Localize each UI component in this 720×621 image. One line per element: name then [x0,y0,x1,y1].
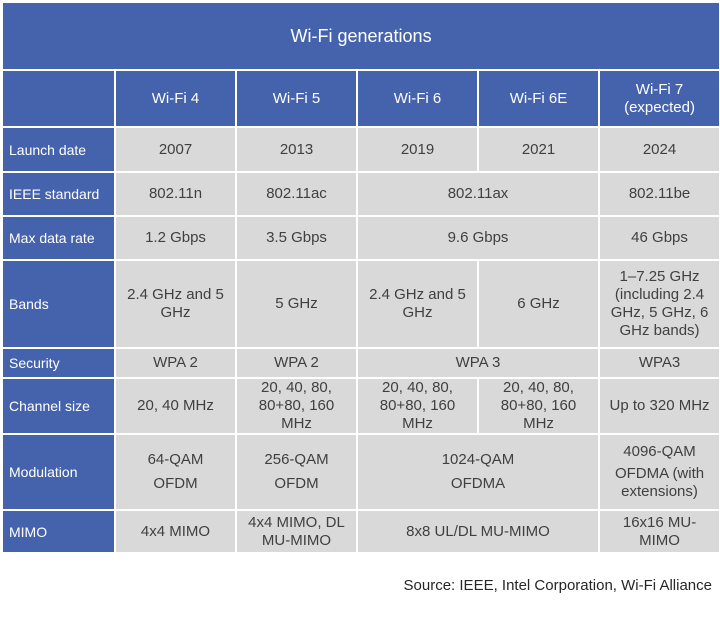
row-label: Max data rate [1,215,116,261]
title-row: Wi-Fi generations [0,1,720,71]
column-header-wifi7: Wi-Fi 7 (expected) [597,69,720,128]
column-header-label: Wi-Fi 6E [509,89,568,107]
column-header-label: Wi-Fi 6 [393,89,442,107]
table-cell: 2024 [597,126,720,173]
table-cell: 4x4 MIMO [114,509,237,554]
table-cell: WPA 2 [114,347,237,379]
table-cell-merged: 1024-QAM OFDMA [356,433,600,511]
table-cell: 20, 40, 80, 80+80, 160 MHz [235,377,358,435]
header-row: Wi-Fi 4 Wi-Fi 5 Wi-Fi 6 Wi-Fi 6E Wi-Fi 7… [1,69,720,128]
cell-line: OFDMA (with extensions) [614,465,705,500]
wifi-generations-table: Wi-Fi generations Wi-Fi 4 Wi-Fi 5 Wi-Fi … [0,1,720,554]
table-cell: 3.5 Gbps [235,215,358,261]
table-cell: 2019 [356,126,479,173]
table-cell: 2013 [235,126,358,173]
table-cell: 802.11n [114,171,237,217]
table-cell: 2007 [114,126,237,173]
table-cell-merged: 8x8 UL/DL MU-MIMO [356,509,600,554]
source-caption: Source: IEEE, Intel Corporation, Wi-Fi A… [403,577,712,594]
table-row-modulation: Modulation 64-QAM OFDM 256-QAM OFDM 1024-Q… [1,433,720,511]
table-cell: 802.11be [597,171,720,217]
table-row-launch-date: Launch date 2007 2013 2019 2021 2024 [1,126,720,173]
cell-line: 1024-QAM [441,451,515,468]
row-label: MIMO [1,509,116,554]
table-cell: 256-QAM OFDM [235,433,358,511]
table-row-ieee-standard: IEEE standard 802.11n 802.11ac 802.11ax … [1,171,720,217]
table-cell-merged: 802.11ax [356,171,600,217]
table-row-security: Security WPA 2 WPA 2 WPA 3 WPA3 [1,347,720,379]
column-header-sublabel: (expected) [624,98,695,116]
table-cell: 2021 [477,126,600,173]
table-cell-merged: 9.6 Gbps [356,215,600,261]
table-row-max-data-rate: Max data rate 1.2 Gbps 3.5 Gbps 9.6 Gbps… [1,215,720,261]
column-header-wifi6e: Wi-Fi 6E [477,69,600,128]
row-label: Modulation [1,433,116,511]
table-cell: 1.2 Gbps [114,215,237,261]
table-cell: WPA3 [597,347,720,379]
header-corner [1,69,116,128]
column-header-wifi5: Wi-Fi 5 [235,69,358,128]
cell-line: 64-QAM [147,451,204,468]
table-row-bands: Bands 2.4 GHz and 5 GHz 5 GHz 2.4 GHz an… [1,259,720,349]
table-row-channel-size: Channel size 20, 40 MHz 20, 40, 80, 80+8… [1,377,720,435]
cell-line: OFDM [153,475,198,492]
cell-line: OFDMA [450,475,506,492]
cell-line: OFDM [274,475,319,492]
table-cell: WPA 2 [235,347,358,379]
table-cell: 1–7.25 GHz (including 2.4 GHz, 5 GHz, 6 … [597,259,720,349]
table-cell: 20, 40, 80, 80+80, 160 MHz [477,377,600,435]
table-cell: 4x4 MIMO, DL MU-MIMO [235,509,358,554]
column-header-label: Wi-Fi 7 [635,80,684,98]
row-label: Security [1,347,116,379]
cell-line: 256-QAM [264,451,329,468]
cell-line: 4096-QAM [623,443,696,460]
table-cell: Up to 320 MHz [597,377,720,435]
table-cell: 2.4 GHz and 5 GHz [114,259,237,349]
row-label: Launch date [1,126,116,173]
table-cell: 46 Gbps [597,215,720,261]
column-header-label: Wi-Fi 4 [151,89,200,107]
table-cell: 2.4 GHz and 5 GHz [356,259,479,349]
column-header-label: Wi-Fi 5 [272,89,321,107]
row-label: Channel size [1,377,116,435]
table-cell: 20, 40 MHz [114,377,237,435]
table-cell: 16x16 MU-MIMO [597,509,720,554]
table-cell: 64-QAM OFDM [114,433,237,511]
table-cell: 4096-QAM OFDMA (with extensions) [597,433,720,511]
row-label: Bands [1,259,116,349]
column-header-wifi6: Wi-Fi 6 [356,69,479,128]
table-cell: 20, 40, 80, 80+80, 160 MHz [356,377,479,435]
table-title: Wi-Fi generations [0,1,720,71]
column-header-wifi4: Wi-Fi 4 [114,69,237,128]
table-row-mimo: MIMO 4x4 MIMO 4x4 MIMO, DL MU-MIMO 8x8 U… [1,509,720,554]
table-cell: 802.11ac [235,171,358,217]
row-label: IEEE standard [1,171,116,217]
table-cell: 6 GHz [477,259,600,349]
table-cell: 5 GHz [235,259,358,349]
table-cell-merged: WPA 3 [356,347,600,379]
